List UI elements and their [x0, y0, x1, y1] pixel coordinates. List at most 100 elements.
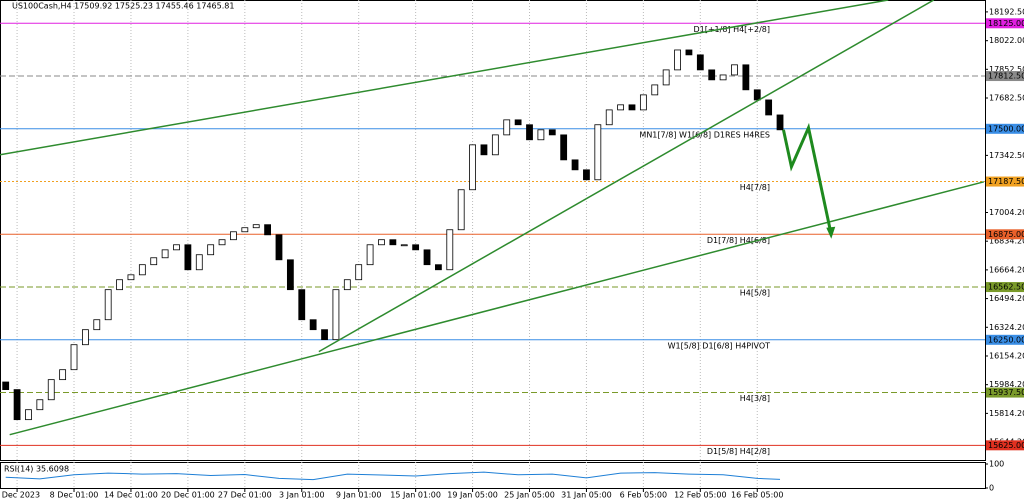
candle-body — [218, 239, 226, 246]
candle-body — [127, 274, 135, 281]
candle-body — [104, 289, 112, 321]
candle-body — [252, 224, 260, 229]
y-tick-label: 15814.20 — [989, 409, 1024, 418]
y-tick-label: 15984.20 — [989, 380, 1024, 389]
x-tick-label: 8 Dec 01:00 — [50, 491, 99, 500]
level-price-label: 17187.50 — [988, 177, 1024, 186]
level-price-box — [986, 334, 1024, 345]
arrow-head — [826, 226, 836, 239]
y-tick-label: 16324.20 — [989, 323, 1024, 332]
trendline — [9, 181, 985, 436]
candle-body — [332, 289, 340, 341]
candle-body — [537, 129, 545, 141]
level-price-label: 15625.00 — [988, 441, 1024, 450]
x-tick-label: 6 Feb 05:00 — [620, 491, 667, 500]
level-price-box — [986, 176, 1024, 187]
rsi-line — [5, 471, 781, 481]
candle-body — [82, 329, 89, 346]
candle-body — [457, 189, 465, 231]
y-tick-label: 16154.20 — [989, 351, 1024, 360]
candle-body — [491, 134, 499, 156]
level-text: H4[7/8] — [740, 183, 770, 192]
candle-body — [685, 49, 693, 56]
candle-body — [696, 54, 704, 71]
candle-body — [480, 144, 488, 156]
candle-body — [469, 144, 476, 191]
candle-body — [514, 119, 522, 126]
x-tick-label: 27 Dec 01:00 — [218, 491, 272, 500]
candle-body — [571, 159, 579, 171]
chart-title: US100Cash,H4 17509.92 17525.23 17455.46 … — [12, 2, 234, 11]
x-tick-label: 12 Feb 05:00 — [674, 491, 726, 500]
level-price-label: 16875.00 — [988, 230, 1024, 239]
candle-body — [309, 319, 317, 331]
trendline — [318, 0, 935, 353]
candle-body — [662, 69, 670, 86]
level-text: H4[3/8] — [740, 394, 770, 403]
candle-body — [526, 124, 533, 141]
level-price-box — [986, 229, 1024, 240]
candle-body — [173, 244, 180, 251]
candle-body — [617, 104, 625, 111]
y-tick-label: 16494.20 — [989, 294, 1024, 303]
rsi-tick-label: 100 — [989, 460, 1004, 469]
candle-body — [184, 244, 192, 271]
y-tick-label: 17682.50 — [989, 93, 1024, 102]
x-tick-label: 25 Jan 05:00 — [504, 491, 555, 500]
level-price-label: 17812.50 — [988, 72, 1024, 81]
candle-body — [355, 264, 363, 281]
x-tick-label: 19 Jan 05:00 — [447, 491, 498, 500]
candle-body — [389, 239, 397, 246]
rsi-tick-label: 0 — [989, 484, 994, 493]
candle-body — [503, 119, 511, 136]
y-tick-label: 17004.20 — [989, 208, 1024, 217]
level-price-label: 16250.00 — [988, 335, 1024, 344]
y-tick-label: 16834.20 — [989, 237, 1024, 246]
candle-body — [25, 409, 32, 421]
candle-body — [241, 227, 249, 233]
level-text: MN1[7/8] W1[6/8] D1RES H4RES — [639, 130, 770, 139]
candle-body — [594, 124, 602, 181]
candle-body — [583, 169, 590, 181]
candle-body — [628, 104, 636, 111]
candle-body — [776, 114, 784, 131]
candle-body — [742, 64, 750, 91]
candle-body — [366, 244, 374, 266]
rsi-label: RSI(14) 35.6098 — [4, 465, 69, 474]
candle-body — [36, 399, 44, 411]
main-frame — [0, 0, 986, 461]
level-price-label: 18125.00 — [988, 19, 1024, 28]
level-price-box — [986, 440, 1024, 451]
candle-body — [298, 289, 306, 321]
x-tick-label: 3 Jan 01:00 — [279, 491, 325, 500]
candle-body — [753, 89, 761, 101]
level-price-label: 15937.50 — [988, 388, 1024, 397]
level-price-box — [986, 387, 1024, 398]
x-tick-label: 15 Jan 01:00 — [390, 491, 441, 500]
y-tick-label: 17852.50 — [989, 65, 1024, 74]
candle-body — [207, 244, 215, 256]
candle-body — [446, 229, 454, 271]
level-price-label: 17500.00 — [988, 124, 1024, 133]
candle-body — [286, 259, 294, 291]
candle-body — [412, 244, 420, 251]
candle-body — [731, 64, 738, 76]
candle-body — [343, 279, 351, 291]
candle-body — [93, 319, 101, 331]
candle-body — [560, 134, 568, 161]
level-price-box — [986, 71, 1024, 82]
candle-body — [116, 279, 123, 291]
level-price-box — [986, 18, 1024, 29]
candle-body — [719, 74, 727, 81]
candle-body — [59, 369, 67, 381]
candle-body — [321, 329, 328, 341]
level-price-box — [986, 282, 1024, 293]
candle-body — [435, 264, 442, 271]
candle-body — [150, 257, 158, 266]
x-tick-label: 14 Dec 01:00 — [104, 491, 158, 500]
candle-body — [605, 109, 613, 126]
candle-body — [2, 381, 10, 391]
y-tick-label: 17342.50 — [989, 151, 1024, 160]
candle-body — [708, 69, 716, 81]
